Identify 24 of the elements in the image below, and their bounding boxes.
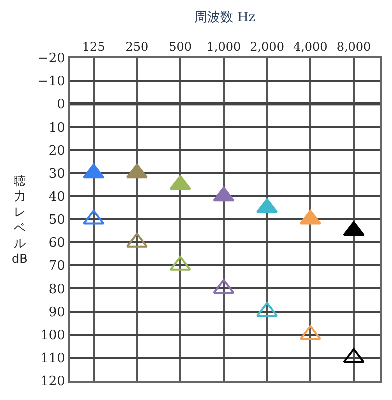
y-tick-label: −20 xyxy=(38,52,66,67)
y-axis-title: 聴力レベル dB xyxy=(12,174,28,266)
y-tick-label: 110 xyxy=(40,351,66,366)
y-tick-label: −10 xyxy=(38,74,66,90)
x-tick-label: 8,000 xyxy=(336,40,372,54)
y-tick-label: 30 xyxy=(48,166,66,182)
y-tick-label: 50 xyxy=(48,213,66,228)
x-tick-label: 2,000 xyxy=(250,40,284,54)
y-tick-label: 20 xyxy=(48,144,66,159)
x-axis-title: 周波数 Hz xyxy=(194,10,256,26)
y-tick-label: 60 xyxy=(48,236,66,252)
x-tick-label: 500 xyxy=(169,40,192,54)
y-tick-label: 100 xyxy=(40,328,66,344)
y-tick-label: 70 xyxy=(48,259,66,274)
y-tick-label: 120 xyxy=(40,374,66,390)
y-tick-label: 0 xyxy=(57,98,66,113)
x-tick-label: 4,000 xyxy=(293,40,328,54)
x-tick-label: 250 xyxy=(126,40,149,54)
y-tick-label: 40 xyxy=(48,190,66,205)
x-tick-label: 125 xyxy=(82,40,106,54)
y-tick-label: 10 xyxy=(48,120,66,136)
y-tick-label: 90 xyxy=(48,305,66,320)
x-tick-label: 1,000 xyxy=(206,40,242,54)
y-tick-label: 80 xyxy=(48,282,66,298)
